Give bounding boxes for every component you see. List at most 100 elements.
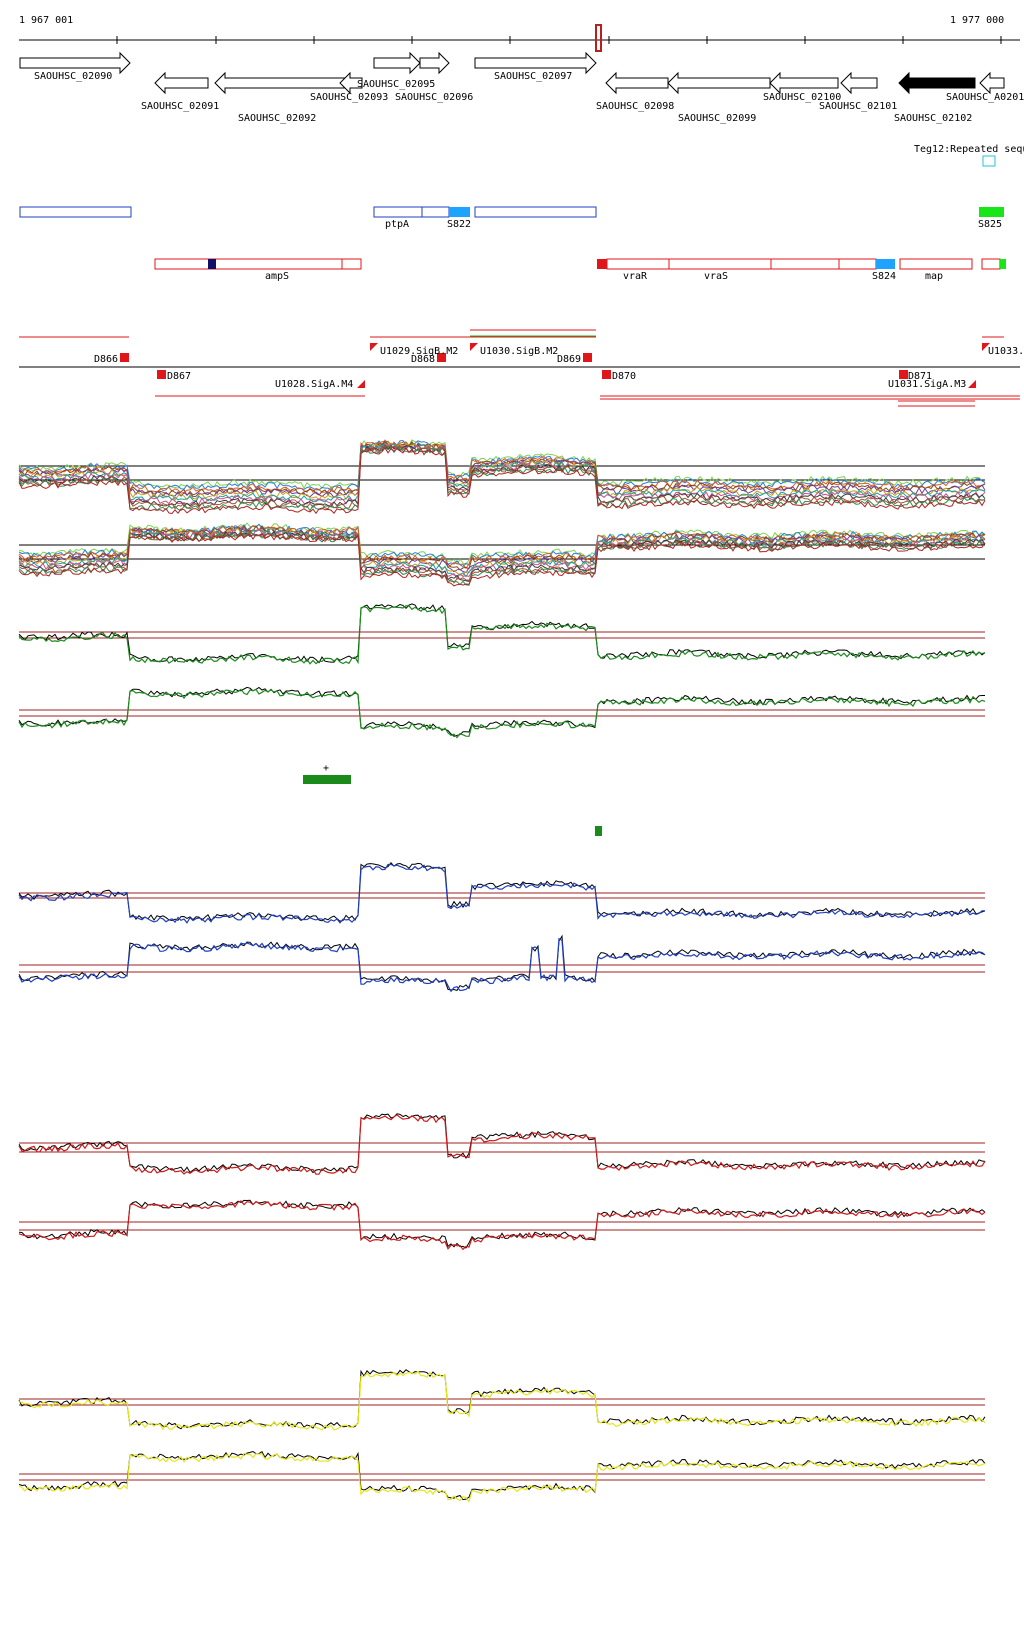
segment-marker[interactable] [583, 353, 592, 362]
segment-marker[interactable] [157, 370, 166, 379]
gene-arrow[interactable] [898, 71, 976, 95]
promoter-flag[interactable] [470, 343, 478, 364]
multi-sample-trace [18, 446, 986, 515]
promoter-flag[interactable] [968, 367, 976, 388]
plus-feature-box[interactable] [449, 207, 470, 217]
plus-feature-box[interactable] [373, 206, 423, 218]
minus-feature-box[interactable] [1000, 259, 1006, 269]
minus-feature-box[interactable] [899, 258, 973, 270]
gene-label: SAOUHSC_02095 [357, 79, 435, 90]
repeat-track: Teg12:Repeated sequ [914, 144, 1024, 167]
promoter-flag[interactable] [357, 367, 365, 388]
minus-feature-box[interactable] [668, 258, 772, 270]
gene-arrow[interactable] [339, 71, 363, 95]
segment-label: D867 [167, 371, 191, 382]
minus-feature-box[interactable] [981, 258, 1001, 270]
minus-feature-box[interactable] [154, 258, 343, 270]
gene-arrow[interactable] [19, 51, 131, 75]
coordinate-ruler: 1 967 001 1 977 000 [19, 15, 1020, 52]
multi-sample-trace [18, 443, 986, 503]
segmentation-track: D866 D867 D868 D869 D870 D871 U1029.SigB… [19, 329, 1024, 407]
sample-trace [18, 1370, 986, 1431]
gene-arrow[interactable] [474, 51, 597, 75]
multi-sample-trace [18, 530, 986, 582]
repeat-box[interactable] [982, 155, 996, 167]
peak-label: + [323, 763, 329, 774]
repeat-label: Teg12:Repeated sequ [914, 144, 1024, 155]
ruler-start: 1 967 001 [19, 15, 73, 26]
sample-trace [18, 605, 986, 665]
gene-arrow[interactable] [373, 51, 421, 75]
plus-feature-box[interactable] [474, 206, 597, 218]
position-marker[interactable] [595, 24, 602, 52]
gene-label: SAOUHSC_02090 [34, 71, 112, 82]
gene-label: SAOUHSC_02102 [894, 113, 972, 124]
expression-tracks [18, 439, 986, 1503]
ruler-ticks [116, 36, 1002, 44]
gene-label: SAOUHSC_02101 [819, 101, 897, 112]
gene-track: SAOUHSC_02090 SAOUHSC_02091 SAOUHSC_02092 S… [19, 51, 1024, 124]
minus-feature-box[interactable] [341, 258, 362, 270]
sample-trace [18, 1200, 986, 1251]
multi-sample-trace [18, 532, 986, 586]
gene-label: SAOUHSC_02091 [141, 101, 219, 112]
gene-arrow[interactable] [214, 71, 346, 95]
minus-feature-box[interactable] [876, 259, 895, 269]
promoter-label: U1028.SigA.M4 [275, 379, 353, 390]
multi-sample-trace [18, 525, 986, 570]
ruler-end: 1 977 000 [950, 15, 1004, 26]
gene-arrow[interactable] [979, 71, 1005, 95]
minus-feature-box[interactable] [770, 258, 840, 270]
gene-arrow[interactable] [840, 71, 878, 95]
reference-trace [18, 862, 986, 922]
gene-label: SAOUHSC_02097 [494, 71, 572, 82]
gene-label: SAOUHSC_02096 [395, 92, 473, 103]
gene-arrow[interactable] [605, 71, 669, 95]
plus-feature-box[interactable] [19, 206, 132, 218]
feature-label-map: map [925, 271, 943, 282]
gene-arrow[interactable] [419, 51, 450, 75]
gene-label: SAOUHSC_02100 [763, 92, 841, 103]
segment-marker[interactable] [899, 370, 908, 379]
feature-label-vrar: vraR [623, 271, 648, 282]
multi-sample-trace [18, 522, 986, 565]
minus-feature-box[interactable] [606, 258, 670, 270]
gene-arrow[interactable] [769, 71, 839, 95]
segment-marker[interactable] [437, 353, 446, 362]
minus-feature-box[interactable] [597, 259, 607, 269]
multi-sample-trace [18, 528, 986, 578]
promoter-label: U1029.SigB.M2 [380, 346, 458, 357]
feature-label-amps: ampS [265, 271, 289, 282]
feature-label-ptpa: ptpA [385, 219, 409, 230]
plus-feature-box[interactable] [979, 207, 1004, 217]
multi-sample-trace [18, 445, 986, 510]
reference-trace [18, 1199, 986, 1249]
promoter-flag[interactable] [370, 343, 378, 364]
gene-label: SAOUHSC_02092 [238, 113, 316, 124]
minus-feature-track: ampS vraR vraS S824 map [154, 258, 1006, 282]
segment-marker[interactable] [602, 370, 611, 379]
minus-feature-box[interactable] [838, 258, 877, 270]
gene-arrow[interactable] [154, 71, 209, 95]
plus-feature-box[interactable] [421, 206, 450, 218]
minus-feature-box[interactable] [208, 259, 216, 269]
gene-label: SAOUHSC_A0201 [946, 92, 1024, 103]
gene-label: SAOUHSC_02099 [678, 113, 756, 124]
segment-label: D871 [908, 371, 932, 382]
peak-box[interactable] [303, 775, 351, 784]
multi-sample-trace [18, 439, 986, 490]
peak-box[interactable] [595, 826, 602, 836]
peak-track: + [303, 763, 602, 836]
gene-arrow[interactable] [667, 71, 771, 95]
segment-marker[interactable] [120, 353, 129, 362]
gene-label: SAOUHSC_02093 [310, 92, 388, 103]
segment-label: D866 [94, 354, 118, 365]
sample-trace [18, 688, 986, 739]
sample-trace [18, 863, 986, 924]
promoter-flag[interactable] [982, 343, 990, 364]
feature-label-s824: S824 [872, 271, 896, 282]
segment-label: D868 [411, 354, 435, 365]
multi-sample-trace [18, 527, 986, 576]
gene-label: SAOUHSC_02098 [596, 101, 674, 112]
